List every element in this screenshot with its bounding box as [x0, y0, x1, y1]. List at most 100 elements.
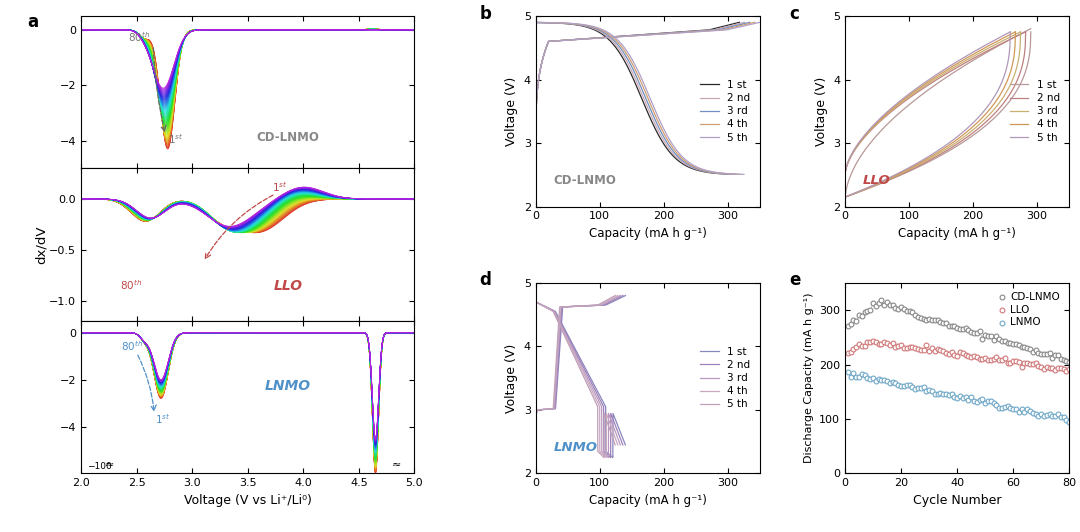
- LNMO: [853, 370, 870, 379]
- CD-LNMO: [878, 298, 895, 306]
- X-axis label: Cycle Number: Cycle Number: [913, 494, 1001, 507]
- CD-LNMO: [901, 306, 918, 315]
- 5 th: [838, 194, 851, 200]
- CD-LNMO: [985, 336, 1002, 344]
- LLO: [980, 356, 997, 365]
- LLO: [864, 337, 881, 345]
- 2 nd: [838, 194, 851, 200]
- LLO: [901, 343, 918, 351]
- LLO: [890, 342, 907, 350]
- CD-LNMO: [839, 321, 856, 330]
- LLO: [1052, 364, 1069, 372]
- 5 th: [613, 39, 626, 46]
- Y-axis label: Voltage (V): Voltage (V): [505, 77, 518, 146]
- CD-LNMO: [937, 319, 955, 328]
- LLO: [1002, 358, 1020, 367]
- 1 st: [936, 151, 949, 157]
- 3 rd: [535, 19, 548, 26]
- 5 th: [637, 80, 650, 87]
- 1 st: [529, 299, 542, 305]
- LLO: [867, 338, 885, 347]
- LNMO: [926, 390, 943, 398]
- CD-LNMO: [892, 303, 909, 311]
- LNMO: [885, 378, 902, 386]
- 1 st: [923, 158, 936, 164]
- CD-LNMO: [1002, 339, 1020, 347]
- Text: 1$^{st}$: 1$^{st}$: [272, 180, 287, 194]
- CD-LNMO: [966, 329, 983, 337]
- Legend: 1 st, 2 nd, 3 rd, 4 th, 5 th: 1 st, 2 nd, 3 rd, 4 th, 5 th: [697, 76, 755, 147]
- LNMO: [1043, 412, 1061, 420]
- Line: 1 st: 1 st: [536, 22, 729, 174]
- CD-LNMO: [859, 306, 876, 315]
- LLO: [1018, 359, 1036, 368]
- LLO: [1013, 362, 1030, 371]
- Line: 2 nd: 2 nd: [845, 32, 1026, 197]
- X-axis label: Capacity (mA h g⁻¹): Capacity (mA h g⁻¹): [589, 227, 706, 240]
- Y-axis label: Discharge Capacity (mA h g⁻¹): Discharge Capacity (mA h g⁻¹): [804, 293, 813, 463]
- LNMO: [923, 387, 941, 395]
- CD-LNMO: [899, 306, 916, 315]
- LLO: [934, 347, 951, 355]
- LLO: [1041, 364, 1058, 372]
- LLO: [1032, 363, 1050, 371]
- LNMO: [906, 385, 923, 393]
- Text: LNMO: LNMO: [265, 379, 311, 393]
- LNMO: [988, 401, 1005, 409]
- CD-LNMO: [876, 301, 893, 309]
- LNMO: [1047, 412, 1064, 421]
- LLO: [1047, 365, 1064, 374]
- 5 th: [926, 151, 939, 157]
- Y-axis label: dx/dV: dx/dV: [35, 226, 48, 264]
- LNMO: [904, 383, 921, 391]
- 5 th: [625, 55, 638, 61]
- Text: LLO: LLO: [273, 279, 302, 294]
- LNMO: [1013, 405, 1030, 413]
- Line: 3 rd: 3 rd: [536, 22, 737, 174]
- Text: e: e: [789, 271, 800, 289]
- CD-LNMO: [1024, 348, 1041, 356]
- CD-LNMO: [1061, 358, 1078, 366]
- LLO: [990, 355, 1008, 364]
- LLO: [1050, 364, 1067, 372]
- CD-LNMO: [940, 321, 957, 330]
- LLO: [1008, 356, 1025, 365]
- LNMO: [895, 382, 913, 390]
- LNMO: [913, 383, 930, 392]
- CD-LNMO: [864, 299, 881, 307]
- CD-LNMO: [923, 315, 941, 324]
- LNMO: [968, 397, 985, 406]
- Text: 80$^{th}$: 80$^{th}$: [120, 279, 143, 293]
- LNMO: [1010, 408, 1027, 416]
- 3 rd: [1014, 29, 1027, 35]
- 1 st: [619, 442, 632, 448]
- LNMO: [887, 379, 904, 388]
- 3 rd: [610, 40, 623, 47]
- CD-LNMO: [1047, 351, 1064, 359]
- CD-LNMO: [885, 301, 902, 309]
- 4 th: [590, 397, 603, 403]
- LNMO: [873, 376, 890, 385]
- LNMO: [1038, 411, 1055, 420]
- CD-LNMO: [999, 339, 1016, 348]
- 2 nd: [600, 451, 613, 458]
- LNMO: [1018, 405, 1036, 413]
- 4 th: [611, 442, 624, 448]
- 5 th: [842, 192, 855, 198]
- Text: 1$^{st}$: 1$^{st}$: [156, 412, 171, 426]
- CD-LNMO: [853, 312, 870, 321]
- LLO: [1004, 356, 1022, 365]
- CD-LNMO: [957, 323, 974, 332]
- LNMO: [901, 380, 918, 389]
- LNMO: [850, 372, 867, 381]
- LNMO: [937, 390, 955, 398]
- 4 th: [550, 313, 563, 319]
- LNMO: [915, 383, 932, 392]
- 2 nd: [565, 21, 578, 27]
- LNMO: [839, 368, 856, 377]
- 1 st: [838, 194, 851, 200]
- 5 th: [905, 163, 918, 169]
- 2 nd: [726, 171, 739, 177]
- LNMO: [974, 395, 991, 403]
- CD-LNMO: [873, 296, 890, 305]
